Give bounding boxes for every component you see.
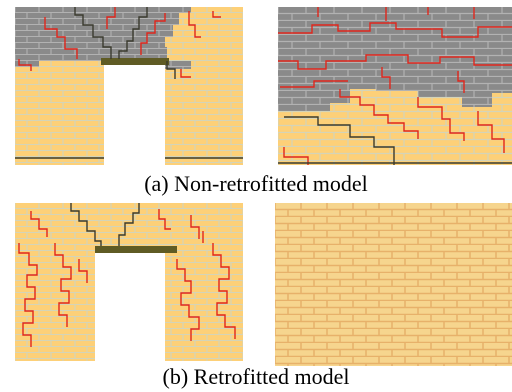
- crack-lines: [15, 7, 243, 159]
- panel-retrofitted-closeup: [275, 203, 512, 366]
- panel-retrofitted-wall: [15, 203, 243, 361]
- lintel: [95, 246, 177, 253]
- panel-nonretrofitted-closeup: [278, 7, 512, 165]
- lintel: [101, 58, 169, 65]
- damaged-zone: [278, 7, 512, 111]
- door-opening: [95, 252, 165, 361]
- caption-nonretrofitted: (a) Non-retrofitted model: [144, 171, 368, 196]
- door-opening: [104, 65, 165, 165]
- retrofitted-wall-drawing: [15, 203, 243, 361]
- panel-nonretrofitted-wall: [15, 7, 243, 165]
- caption-retrofitted: (b) Retrofitted model: [162, 364, 350, 389]
- crack-lines: [278, 7, 512, 165]
- nonretrofitted-wall-drawing: [15, 7, 243, 165]
- retrofitted-brick-wall: [275, 203, 512, 366]
- retrofitted-closeup-drawing: [275, 203, 512, 366]
- crack-lines: [18, 203, 236, 347]
- retrofit-overlay: [275, 203, 512, 366]
- nonretrofitted-closeup-drawing: [278, 7, 512, 165]
